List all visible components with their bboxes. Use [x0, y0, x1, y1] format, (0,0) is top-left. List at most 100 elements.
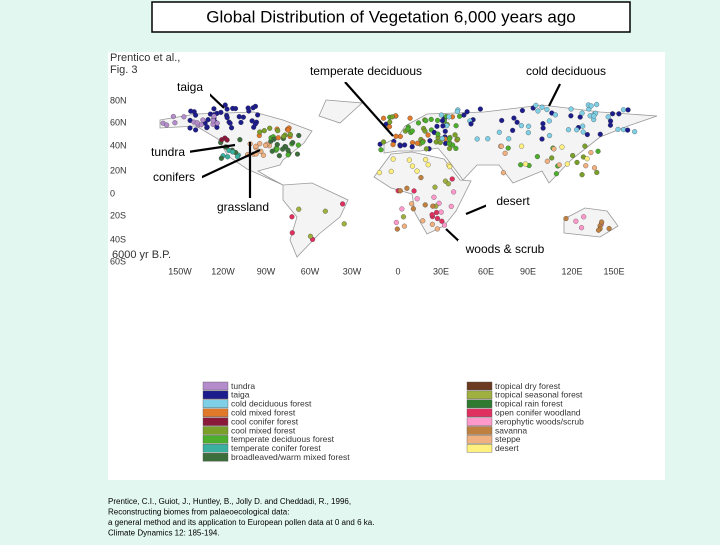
site-dot [240, 114, 246, 120]
site-dot [544, 106, 550, 113]
site-dot [296, 206, 302, 212]
site-dot [425, 132, 431, 138]
legend-label: tundra [231, 381, 255, 391]
legend-label: tropical rain forest [495, 399, 563, 409]
legend-swatch [466, 435, 493, 444]
australia [563, 207, 619, 238]
site-dot [574, 159, 580, 165]
site-dot [274, 146, 280, 152]
site-dot [514, 119, 520, 125]
site-dot [294, 151, 301, 157]
arrow [548, 83, 561, 107]
site-dot [387, 119, 393, 125]
site-dot [454, 108, 460, 115]
site-dot [204, 124, 210, 130]
site-dot [224, 137, 230, 143]
citation-line: Climate Dynamics 12: 185-194. [108, 529, 220, 538]
site-dot [194, 120, 200, 126]
site-dot [409, 144, 415, 150]
site-dot [409, 128, 415, 134]
site-dot [616, 111, 622, 117]
site-dot [257, 141, 263, 147]
site-dot [449, 176, 455, 182]
site-dot [546, 132, 553, 139]
site-dot [584, 156, 590, 162]
site-dot [533, 102, 539, 108]
site-dot [615, 126, 621, 132]
site-dot [414, 168, 420, 174]
site-dot [393, 133, 399, 139]
africa [373, 151, 472, 235]
legend-label: savanna [495, 425, 527, 435]
site-dot [238, 119, 244, 126]
site-dot [595, 148, 601, 154]
site-dot [499, 117, 505, 124]
site-dot [464, 109, 470, 115]
site-dot [399, 206, 405, 212]
site-dot [582, 143, 588, 149]
site-dot [401, 223, 407, 229]
legend-label: desert [495, 443, 519, 453]
site-dot [519, 107, 525, 114]
site-dot [474, 136, 480, 142]
site-dot [250, 105, 256, 111]
site-dot [411, 188, 417, 194]
site-dot [552, 112, 558, 118]
panel-label: 6000 yr B.P. [112, 249, 171, 261]
site-dot [407, 115, 413, 121]
site-dot [172, 120, 178, 126]
site-dot [518, 123, 524, 129]
callout-label: grassland [217, 200, 269, 214]
site-dot [453, 123, 459, 129]
latitude-label: 20S [110, 210, 126, 220]
site-dot [580, 129, 586, 135]
latitude-label: 40N [110, 140, 127, 150]
latitude-label: 20N [110, 165, 127, 175]
site-dot [386, 124, 393, 130]
site-dot [518, 162, 524, 168]
greenland [318, 99, 363, 124]
site-dot [620, 107, 627, 113]
site-dot [285, 147, 291, 153]
site-dot [632, 129, 638, 135]
site-dot [599, 219, 605, 225]
site-dot [253, 143, 259, 149]
arrow [344, 81, 394, 137]
legend-swatch [202, 453, 229, 462]
site-dot [540, 121, 546, 127]
site-dot [393, 219, 399, 226]
site-dot [441, 222, 448, 228]
site-dot [390, 156, 396, 162]
site-dot [280, 146, 286, 152]
site-dot [211, 106, 217, 112]
site-dot [594, 169, 600, 176]
site-dot [289, 214, 295, 220]
site-dot [340, 201, 346, 207]
site-dot [263, 142, 269, 148]
site-dot [271, 136, 277, 142]
site-dot [425, 162, 431, 168]
site-dot [193, 127, 199, 133]
site-dot [381, 139, 387, 145]
site-dot [290, 140, 296, 146]
legend-label: taiga [231, 390, 250, 400]
site-dot [405, 126, 411, 132]
callout-box [486, 192, 540, 212]
citation-line: Prentice, C.I., Guiot, J., Huntley, B., … [108, 497, 351, 506]
site-dot [535, 108, 541, 114]
site-dot [188, 108, 194, 114]
site-dot [390, 142, 396, 148]
site-dot [447, 145, 453, 152]
site-dot [267, 125, 273, 131]
site-dot [423, 118, 429, 124]
latitude-label: 60S [110, 256, 126, 266]
citation-line: Reconstructing biomes from palaeoecologi… [108, 508, 289, 517]
site-dot [588, 103, 594, 109]
site-dot [526, 123, 532, 129]
site-dot [597, 131, 603, 137]
site-dot [625, 127, 631, 133]
legend-swatch [466, 390, 493, 400]
site-dot [211, 113, 217, 119]
site-dot [525, 130, 531, 136]
